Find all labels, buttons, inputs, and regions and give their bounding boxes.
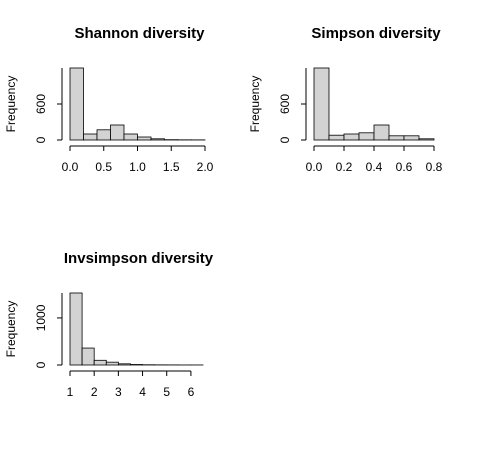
y-tick-label: 1000 [34, 304, 48, 331]
y-axis-label: Frequency [4, 76, 18, 133]
x-tick-label: 2.0 [197, 160, 214, 174]
x-tick-label: 0.0 [62, 160, 79, 174]
bar [388, 135, 405, 141]
x-tick-label: 0.0 [306, 160, 323, 174]
bar [403, 135, 420, 141]
bar [150, 138, 165, 141]
bar [69, 67, 84, 141]
bar [373, 124, 390, 141]
bar [69, 292, 83, 366]
x-tick-label: 0.6 [396, 160, 413, 174]
bar [83, 133, 98, 141]
bar [117, 363, 131, 366]
bar [418, 138, 435, 141]
x-tick-label: 5 [163, 385, 170, 399]
chart-title: Shannon diversity [74, 25, 205, 42]
x-tick-label: 1.5 [163, 160, 180, 174]
y-axis-label: Frequency [248, 76, 262, 133]
x-tick-label: 0.8 [426, 160, 443, 174]
x-tick-label: 1 [67, 385, 74, 399]
bar [328, 134, 345, 141]
bar [343, 133, 360, 141]
x-tick-label: 0.2 [336, 160, 353, 174]
x-tick-label: 4 [139, 385, 146, 399]
x-tick-label: 1.0 [129, 160, 146, 174]
bar [93, 359, 107, 366]
y-tick-label: 0 [34, 361, 48, 368]
bar [123, 133, 138, 141]
y-tick-label: 600 [278, 94, 292, 114]
x-tick-label: 3 [115, 385, 122, 399]
x-tick-label: 6 [188, 385, 195, 399]
bar [81, 347, 95, 366]
x-tick-label: 0.4 [366, 160, 383, 174]
y-tick-label: 0 [34, 136, 48, 143]
bar [96, 129, 111, 141]
x-tick-label: 2 [91, 385, 98, 399]
x-tick-label: 0.5 [95, 160, 112, 174]
bar [313, 67, 330, 141]
bar [358, 132, 375, 141]
bar [110, 124, 125, 141]
chart-title: Invsimpson diversity [64, 250, 214, 267]
chart-title: Simpson diversity [311, 25, 441, 42]
bar [105, 361, 119, 366]
y-axis-label: Frequency [4, 301, 18, 358]
y-tick-label: 0 [278, 136, 292, 143]
bar [137, 136, 152, 141]
y-tick-label: 600 [34, 94, 48, 114]
